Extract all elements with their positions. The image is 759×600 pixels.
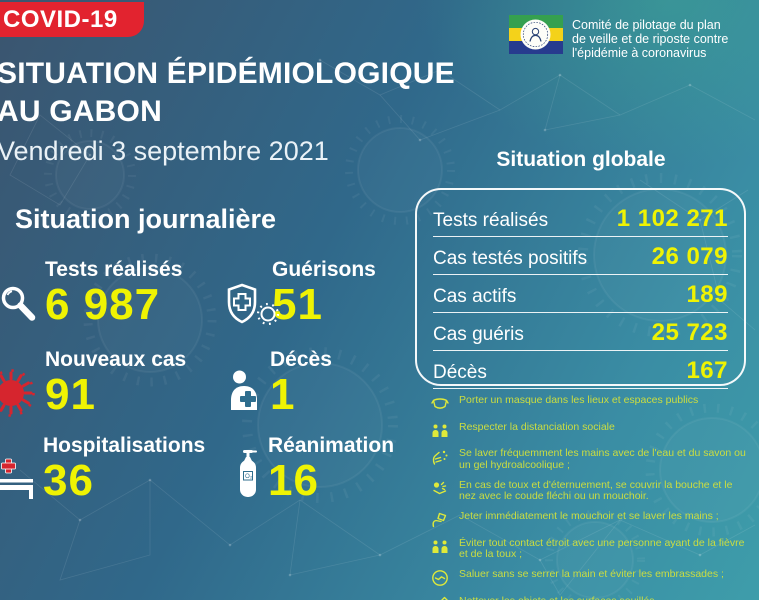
global-stats-table: Tests réalisés 1 102 271 Cas testés posi… [415,188,746,389]
list-item: Jeter immédiatement le mouchoir et se la… [431,510,749,529]
covid19-banner-label: COVID-19 [3,5,118,33]
list-item: Éviter tout contact étroit avec une pers… [431,536,749,561]
guideline-text: En cas de toux et d'éternuement, se couv… [459,478,733,502]
row-label: Cas actifs [433,286,517,307]
guideline-text: Nettoyer les objets et les surfaces soui… [459,595,657,600]
throw-tissue-icon [432,512,447,528]
row-label: Décès [433,362,487,383]
list-item: Porter un masque dans les lieux et espac… [431,394,749,413]
stat-value: 36 [43,456,94,505]
oxygen-tank-icon: O₂ [240,450,257,497]
guideline-text: Se laver fréquemment les mains avec de l… [459,447,746,471]
title-line-2: AU GABON [0,95,162,128]
page-title: SITUATION ÉPIDÉMIOLOGIQUE AU GABON Vendr… [0,55,455,167]
stat-tests-realises: Tests réalisés 6 987 [0,258,182,327]
row-label: Cas guéris [433,324,524,345]
social-distance-icon [432,424,448,437]
guideline-text: Porter un masque dans les lieux et espac… [459,394,699,406]
stat-hospitalisations: Hospitalisations 36 [0,434,205,503]
table-row: Tests réalisés 1 102 271 [433,199,728,237]
stat-value: 1 [270,370,296,419]
mask-icon [431,398,449,409]
stat-value: 51 [272,280,323,329]
daily-section-title: Situation journalière [15,204,277,234]
report-date: Vendredi 3 septembre 2021 [0,136,329,166]
row-value: 167 [686,357,728,384]
list-item: Saluer sans se serrer la main et éviter … [431,568,749,587]
row-value: 25 723 [651,319,728,346]
list-item: Se laver fréquemment les mains avec de l… [431,447,749,471]
stat-label: Hospitalisations [43,434,206,457]
stat-reanimation: O₂ Réanimation 16 [228,434,394,503]
avoid-contact-icon [432,540,448,553]
stat-value: 16 [268,456,319,505]
stat-label: Réanimation [268,434,395,457]
covid19-banner: COVID-19 [0,2,144,37]
guideline-text: Jeter immédiatement le mouchoir et se la… [459,510,719,522]
svg-text:O₂: O₂ [245,473,253,480]
org-name: Comité de pilotage du plan de veille et … [572,15,728,60]
guideline-text: Éviter tout contact étroit avec une pers… [459,536,745,560]
gabon-emblem-icon [520,19,551,50]
table-row: Cas testés positifs 26 079 [433,237,728,275]
stat-value: 6 987 [45,280,161,329]
table-row: Décès 167 [433,351,728,389]
stat-value: 91 [45,370,96,419]
virus-icon [0,369,35,417]
global-section-title: Situation globale [496,148,666,171]
guideline-text: Respecter la distanciation sociale [459,420,615,433]
stat-label: Guérisons [272,258,376,281]
stat-deces: Décès 1 [228,348,332,417]
list-item: Nettoyer les objets et les surfaces soui… [431,595,749,600]
magnifier-icon [1,286,36,321]
person-cross-icon [231,370,257,410]
row-value: 1 102 271 [616,205,728,232]
hospital-bed-icon [0,458,33,499]
title-line-1: SITUATION ÉPIDÉMIOLOGIQUE [0,57,455,90]
gabon-flag-logo [509,15,563,54]
org-name-line: de veille et de riposte contre [572,32,729,46]
greeting-icon [432,570,448,586]
org-name-line: l'épidémie à coronavirus [572,46,707,60]
guidelines-list: Porter un masque dans les lieux et espac… [431,394,749,600]
stat-guerisons: Guérisons 51 [227,258,376,329]
row-label: Tests réalisés [433,210,549,231]
stat-label: Tests réalisés [45,258,183,281]
clean-surfaces-icon [440,596,449,600]
list-item: En cas de toux et d'éternuement, se couv… [431,478,749,503]
wash-hands-icon [432,450,448,465]
org-name-line: Comité de pilotage du plan [572,18,721,32]
table-row: Cas guéris 25 723 [433,313,728,351]
list-item: Respecter la distanciation sociale [431,420,749,440]
row-value: 189 [686,281,728,308]
stat-nouveaux-cas: Nouveaux cas 91 [0,348,186,417]
row-label: Cas testés positifs [433,248,588,269]
table-row: Cas actifs 189 [433,275,728,313]
stat-label: Décès [270,348,332,371]
sneeze-elbow-icon [433,481,447,494]
org-header: Comité de pilotage du plan de veille et … [509,15,728,60]
guideline-text: Saluer sans se serrer la main et éviter … [459,568,724,580]
row-value: 26 079 [651,243,728,270]
shield-cross-virus-icon [227,283,280,326]
stat-label: Nouveaux cas [45,348,187,371]
